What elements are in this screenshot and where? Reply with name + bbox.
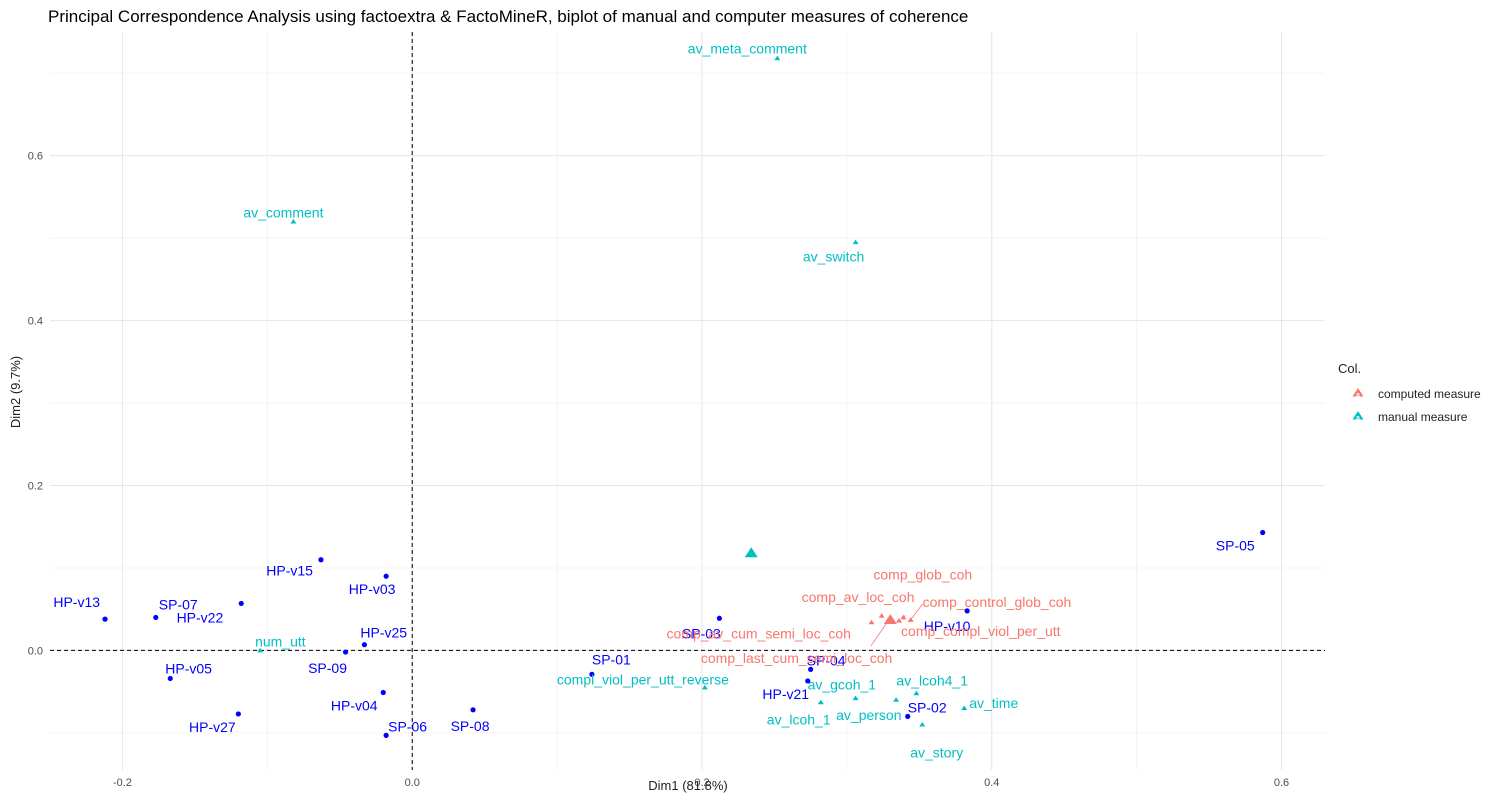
computed-label-comp-glob-coh: comp_glob_coh bbox=[873, 566, 972, 582]
legend-label-manual: manual measure bbox=[1378, 410, 1468, 424]
row-label-hp-v05: HP-v05 bbox=[165, 660, 212, 676]
manual-point-av-comment bbox=[290, 218, 297, 224]
x-tick-label: -0.2 bbox=[113, 777, 132, 789]
manual-label-av-lcoh-1: av_lcoh_1 bbox=[767, 711, 831, 727]
plot-marks bbox=[102, 55, 1266, 738]
row-point-hp-v04 bbox=[380, 689, 386, 696]
x-tick-label: 0.2 bbox=[694, 777, 709, 789]
manual-label-compl-viol-per-utt-reverse: compl_viol_per_utt_reverse bbox=[557, 672, 729, 688]
leader-line bbox=[910, 603, 923, 621]
x-tick-label: 0.0 bbox=[405, 777, 420, 789]
manual-point-av-person bbox=[893, 697, 900, 702]
row-label-sp-09: SP-09 bbox=[308, 660, 347, 676]
computed-label-comp-av-cum-semi-loc-coh: comp_av_cum_semi_loc_coh bbox=[667, 625, 851, 641]
centroid-computed-measure bbox=[883, 614, 897, 625]
x-tick-label: 0.4 bbox=[984, 777, 999, 789]
manual-label-av-person: av_person bbox=[836, 707, 901, 723]
row-label-hp-v22: HP-v22 bbox=[177, 609, 224, 625]
y-axis-title: Dim2 (9.7%) bbox=[8, 356, 23, 428]
reference-lines bbox=[50, 32, 1325, 770]
chart-title: Principal Correspondence Analysis using … bbox=[48, 7, 968, 26]
axis-ticks: -0.2 0.0 0.2 0.4 0.6 0.0 0.2 0.4 0.6 bbox=[28, 151, 1289, 789]
row-label-sp-04: SP-04 bbox=[807, 652, 846, 668]
manual-point-av-lcoh-1 bbox=[817, 699, 824, 705]
computed-label-comp-compl-viol-per-utt: comp_compl_viol_per_utt bbox=[901, 623, 1061, 639]
row-label-hp-v04: HP-v04 bbox=[331, 697, 378, 713]
legend-key-computed bbox=[1352, 388, 1364, 397]
manual-point-av-meta-comment bbox=[774, 55, 781, 61]
legend-label-computed: computed measure bbox=[1378, 387, 1481, 401]
manual-point-av-gcoh-1 bbox=[852, 695, 859, 701]
row-point-hp-v13 bbox=[102, 616, 108, 622]
y-tick-label: 0.0 bbox=[28, 645, 43, 657]
computed-label-comp-control-glob-coh: comp_control_glob_coh bbox=[923, 594, 1072, 610]
leader-line bbox=[870, 619, 890, 647]
row-label-hp-v15: HP-v15 bbox=[266, 563, 313, 579]
row-point-sp-04 bbox=[808, 666, 814, 673]
y-tick-label: 0.4 bbox=[28, 316, 43, 328]
row-label-hp-v03: HP-v03 bbox=[349, 581, 396, 597]
computed-label-comp-av-loc-coh: comp_av_loc_coh bbox=[802, 589, 915, 605]
row-point-hp-v25 bbox=[361, 642, 368, 648]
row-label-sp-08: SP-08 bbox=[451, 718, 490, 734]
manual-label-av-switch: av_switch bbox=[803, 248, 864, 264]
manual-point-av-story bbox=[919, 721, 926, 727]
row-label-hp-v25: HP-v25 bbox=[360, 625, 407, 641]
row-point-hp-v10 bbox=[964, 608, 970, 614]
row-label-hp-v13: HP-v13 bbox=[53, 594, 100, 610]
legend-title: Col. bbox=[1338, 361, 1361, 376]
row-point-hp-v22 bbox=[238, 600, 244, 607]
leader-line bbox=[903, 615, 906, 618]
row-point-hp-v05 bbox=[167, 675, 173, 682]
legend-key-glyph: a bbox=[1356, 392, 1360, 399]
legend-key-manual bbox=[1352, 411, 1364, 420]
row-point-sp-08 bbox=[470, 707, 476, 713]
manual-point-av-lcoh4-1 bbox=[913, 690, 920, 696]
legend: Col. computed measure manual measure a a bbox=[1338, 361, 1481, 424]
manual-point-av-switch bbox=[852, 239, 859, 245]
x-tick-label: 0.6 bbox=[1274, 777, 1289, 789]
y-tick-label: 0.6 bbox=[28, 151, 43, 163]
row-point-sp-05 bbox=[1260, 529, 1266, 536]
centroid-manual-measure bbox=[744, 547, 758, 558]
manual-label-av-time: av_time bbox=[969, 695, 1018, 711]
x-axis-title: Dim1 (81.8%) bbox=[648, 778, 727, 793]
manual-point-av-time bbox=[961, 705, 968, 711]
manual-point-num-utt bbox=[257, 647, 264, 653]
row-point-sp-06 bbox=[383, 732, 389, 738]
row-point-sp-03 bbox=[716, 615, 722, 621]
row-label-sp-07: SP-07 bbox=[159, 596, 198, 612]
row-point-hp-v21 bbox=[805, 678, 811, 684]
row-label-sp-01: SP-01 bbox=[592, 651, 631, 667]
row-label-hp-v10: HP-v10 bbox=[924, 618, 971, 634]
row-point-sp-07 bbox=[153, 614, 159, 621]
row-label-hp-v21: HP-v21 bbox=[762, 686, 809, 702]
row-label-sp-05: SP-05 bbox=[1216, 538, 1255, 554]
row-point-sp-01 bbox=[589, 671, 595, 677]
row-point-sp-09 bbox=[342, 649, 349, 655]
row-point-hp-v27 bbox=[235, 711, 241, 717]
legend-key-glyph: a bbox=[1356, 415, 1360, 422]
computed-point-comp-compl-viol-per-utt bbox=[896, 618, 903, 623]
manual-label-av-lcoh4-1: av_lcoh4_1 bbox=[896, 672, 968, 688]
manual-label-av-comment: av_comment bbox=[243, 205, 323, 221]
manual-label-av-meta-comment: av_meta_comment bbox=[688, 40, 807, 56]
row-point-hp-v03 bbox=[383, 573, 389, 579]
row-label-sp-02: SP-02 bbox=[908, 699, 947, 715]
row-label-hp-v27: HP-v27 bbox=[189, 719, 236, 735]
computed-label-comp-last-cum-semi-loc-coh: comp_last_cum_semi_loc_coh bbox=[701, 650, 892, 666]
manual-point-compl-viol-per-utt-reverse bbox=[701, 684, 708, 690]
manual-label-av-gcoh-1: av_gcoh_1 bbox=[808, 676, 877, 692]
row-point-hp-v15 bbox=[318, 557, 324, 563]
row-point-sp-02 bbox=[905, 713, 911, 720]
row-label-sp-06: SP-06 bbox=[388, 718, 427, 734]
y-tick-label: 0.2 bbox=[28, 481, 43, 493]
manual-label-num-utt: num_utt bbox=[255, 633, 306, 649]
row-label-sp-03: SP-03 bbox=[682, 625, 721, 641]
manual-label-av-story: av_story bbox=[910, 745, 963, 761]
computed-point-comp-av-loc-coh bbox=[878, 613, 885, 618]
computed-point-comp-av-cum-semi-loc-coh bbox=[868, 619, 875, 625]
